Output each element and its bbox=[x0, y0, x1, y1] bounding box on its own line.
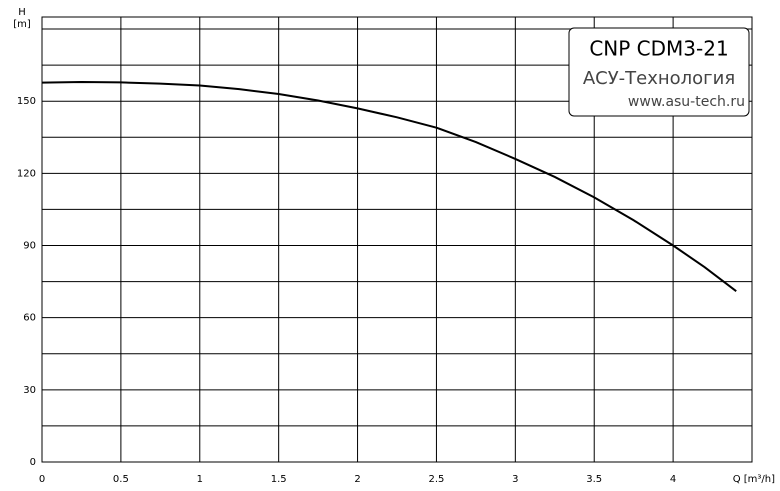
legend-title: CNP CDM3-21 bbox=[589, 37, 728, 61]
x-tick-label: 3 bbox=[512, 474, 518, 485]
x-tick-label: 0 bbox=[39, 474, 45, 485]
x-tick-label: 1 bbox=[197, 474, 203, 485]
curve bbox=[41, 80, 737, 293]
y-axis-label: H bbox=[18, 7, 26, 18]
x-tick-label: 1.5 bbox=[271, 474, 287, 485]
y-tick-label: 0 bbox=[30, 457, 36, 468]
x-axis-label: Q [m³/h] bbox=[733, 474, 775, 485]
x-tick-label: 4 bbox=[670, 474, 676, 485]
x-tick-label: 2.5 bbox=[428, 474, 444, 485]
x-tick-label: 0.5 bbox=[113, 474, 129, 485]
y-tick-label: 30 bbox=[23, 385, 36, 396]
y-tick-label: 60 bbox=[23, 313, 36, 324]
legend-url: www.asu-tech.ru bbox=[628, 94, 745, 110]
x-tick-label: 3.5 bbox=[586, 474, 602, 485]
y-tick-label: 120 bbox=[17, 168, 36, 179]
legend-company: АСУ-Технология bbox=[583, 68, 735, 89]
y-tick-label: 150 bbox=[17, 96, 36, 107]
x-tick-label: 2 bbox=[354, 474, 360, 485]
legend-box bbox=[568, 27, 750, 117]
y-tick-label: 90 bbox=[23, 241, 36, 252]
y-axis-unit: [m] bbox=[13, 19, 31, 30]
